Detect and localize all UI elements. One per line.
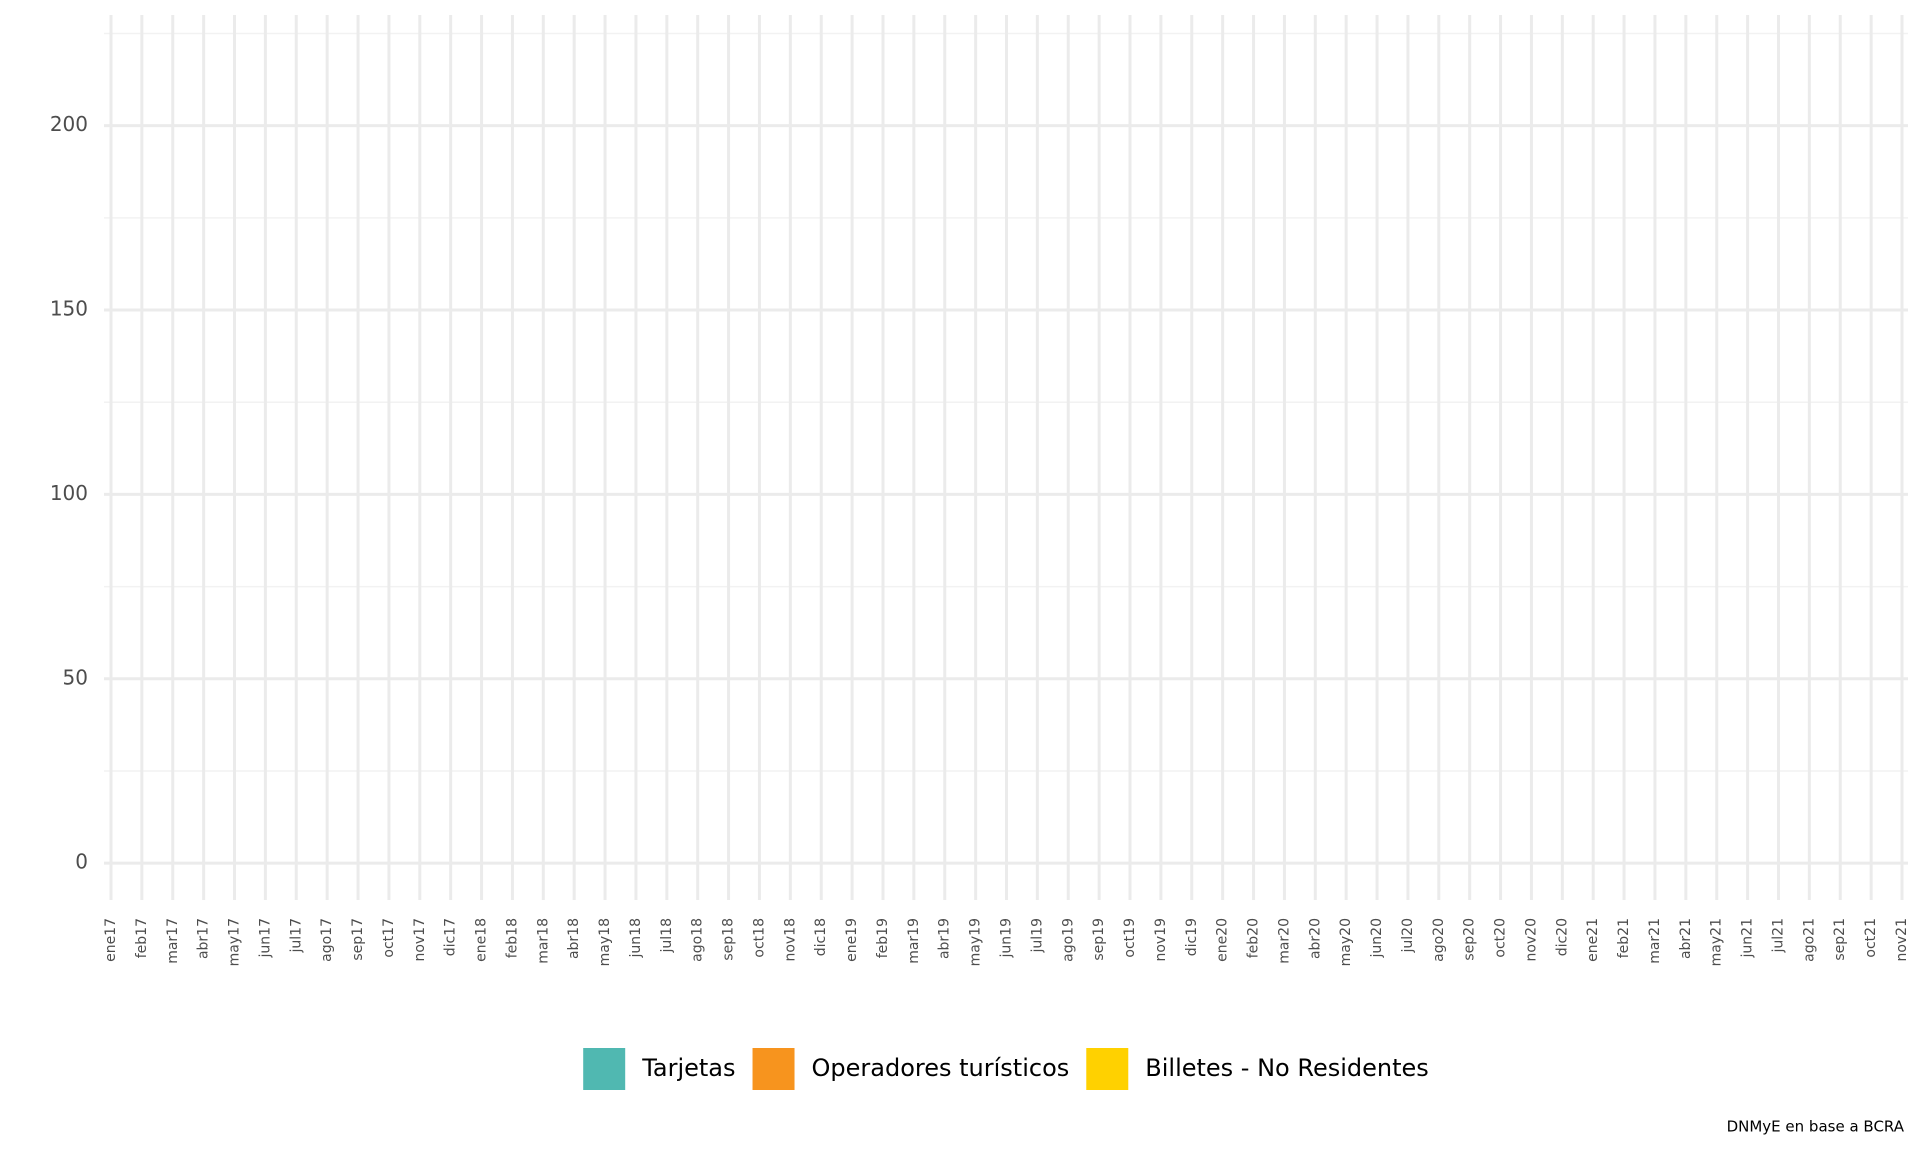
x-tick-label: ago17	[319, 918, 335, 962]
x-tick-label: sep20	[1462, 918, 1478, 961]
x-tick-label: jul21	[1770, 918, 1786, 953]
x-tick-label: feb17	[134, 918, 150, 958]
x-tick-label: ene18	[474, 918, 490, 962]
y-tick-label: 200	[50, 112, 88, 136]
x-tick-label: nov19	[1153, 918, 1169, 962]
x-tick-label: jul17	[288, 918, 304, 953]
x-tick-label: oct17	[381, 918, 397, 958]
x-tick-label: mar19	[906, 918, 922, 964]
x-tick-label: may20	[1338, 918, 1354, 966]
x-tick-label: dic18	[813, 918, 829, 956]
legend-swatch	[752, 1048, 795, 1090]
x-tick-label: ene17	[103, 918, 119, 962]
legend-label: Operadores turísticos	[812, 1054, 1070, 1082]
x-tick-label: jun17	[257, 918, 273, 958]
x-tick-label: oct20	[1493, 918, 1509, 958]
legend-label: Tarjetas	[641, 1054, 735, 1082]
legend-swatch	[1086, 1048, 1129, 1090]
x-tick-label: ago18	[690, 918, 706, 962]
x-tick-label: ago21	[1801, 918, 1817, 962]
x-tick-label: jul18	[659, 918, 675, 953]
x-tick-label: nov18	[782, 918, 798, 962]
x-tick-label: dic19	[1184, 918, 1200, 956]
x-tick-label: oct19	[1122, 918, 1138, 958]
x-tick-label: may21	[1709, 918, 1725, 966]
x-tick-label: may17	[227, 918, 243, 966]
x-tick-label: nov20	[1523, 918, 1539, 962]
x-tick-label: mar17	[165, 918, 181, 964]
x-tick-label: jun18	[628, 918, 644, 958]
legend-swatch	[583, 1048, 626, 1090]
x-tick-label: sep18	[721, 918, 737, 961]
x-tick-label: jun21	[1740, 918, 1756, 958]
x-tick-label: oct18	[751, 918, 767, 958]
x-tick-label: may19	[968, 918, 984, 966]
x-tick-label: ago19	[1060, 918, 1076, 962]
x-tick-label: abr17	[196, 918, 212, 959]
x-tick-label: abr20	[1307, 918, 1323, 959]
y-tick-label: 150	[50, 297, 88, 321]
x-tick-label: abr18	[566, 918, 582, 959]
y-tick-label: 0	[75, 850, 88, 874]
x-tick-label: jul20	[1400, 918, 1416, 953]
x-tick-label: nov17	[412, 918, 428, 962]
x-tick-label: may18	[597, 918, 613, 966]
x-tick-label: abr19	[937, 918, 953, 959]
x-tick-label: feb21	[1616, 918, 1632, 958]
x-tick-label: ene20	[1215, 918, 1231, 962]
x-tick-label: jun19	[999, 918, 1015, 958]
x-tick-label: oct21	[1863, 918, 1879, 958]
x-tick-label: nov21	[1894, 918, 1910, 962]
y-tick-label: 50	[63, 665, 88, 689]
x-tick-label: mar21	[1647, 918, 1663, 964]
x-tick-label: feb20	[1246, 918, 1262, 958]
x-tick-label: abr21	[1678, 918, 1694, 959]
x-tick-label: sep19	[1091, 918, 1107, 961]
x-tick-label: jul19	[1029, 918, 1045, 953]
x-tick-label: sep21	[1832, 918, 1848, 961]
x-tick-label: sep17	[350, 918, 366, 961]
x-tick-label: jun20	[1369, 918, 1385, 958]
legend-label: Billetes - No Residentes	[1145, 1054, 1429, 1082]
x-tick-label: dic17	[443, 918, 459, 956]
x-tick-label: ene21	[1585, 918, 1601, 962]
x-tick-label: ene19	[844, 918, 860, 962]
y-tick-label: 100	[50, 481, 88, 505]
x-tick-label: mar18	[535, 918, 551, 964]
x-tick-label: feb19	[875, 918, 891, 958]
x-tick-label: ago20	[1431, 918, 1447, 962]
x-tick-label: dic20	[1554, 918, 1570, 956]
caption: DNMyE en base a BCRA	[1727, 1118, 1905, 1136]
x-tick-label: feb18	[504, 918, 520, 958]
x-tick-label: mar20	[1276, 918, 1292, 964]
